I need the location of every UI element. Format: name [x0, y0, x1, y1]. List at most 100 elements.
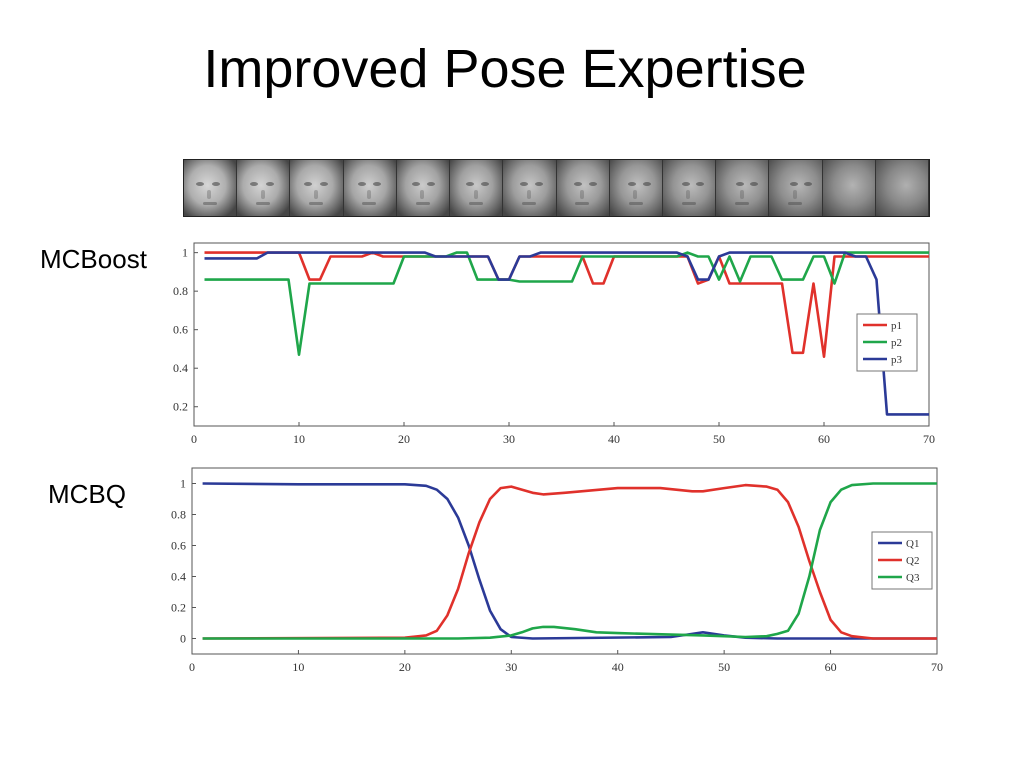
face-mouth: [468, 202, 483, 205]
face-eye: [750, 182, 759, 186]
y-tick-label: 1: [180, 477, 186, 491]
x-tick-label: 0: [189, 660, 195, 674]
face-eye: [790, 182, 799, 186]
face-nose: [526, 190, 531, 199]
face-mouth: [309, 202, 324, 205]
face-eye: [804, 182, 812, 186]
face-eye: [534, 182, 543, 186]
y-tick-label: 0.6: [171, 539, 186, 553]
face-eye: [250, 182, 259, 186]
face-eye: [481, 182, 490, 186]
face-thumbnail: [662, 160, 717, 216]
x-tick-label: 70: [931, 660, 943, 674]
mcboost-chart: 0 10 20 30 40 50 60 70 0.2 0.4 0.6 0.8 1 p1 p2 p3: [173, 242, 935, 446]
face-eye: [358, 182, 367, 186]
face-nose: [580, 190, 585, 199]
face-mouth: [788, 202, 803, 205]
face-nose: [686, 190, 691, 199]
legend-label-Q1: Q1: [906, 538, 919, 550]
x-tick-label: 50: [713, 432, 725, 446]
face-thumbnail: [237, 160, 291, 216]
y-tick-label: 0.8: [173, 284, 188, 298]
x-tick-label: 50: [718, 660, 730, 674]
legend-label-Q2: Q2: [906, 555, 919, 567]
face-thumbnail: [343, 160, 397, 216]
x-tick-label: 30: [503, 432, 515, 446]
x-tick-label: 0: [191, 432, 197, 446]
face-eye: [319, 182, 328, 186]
y-tick-label: 0.6: [173, 323, 188, 337]
face-nose: [633, 190, 638, 199]
series-line-p2: [204, 251, 929, 356]
mcbq-chart: 0 10 20 30 40 50 60 70 0 0.2 0.4 0.6 0.8 1 Q1 Q2 Q3: [171, 467, 943, 674]
face-thumbnail: [609, 160, 663, 216]
face-thumbnail: [450, 160, 504, 216]
y-tick-label: 0: [180, 632, 186, 646]
face-eye: [588, 182, 597, 186]
y-tick-label: 1: [182, 246, 188, 260]
face-eye: [628, 182, 637, 186]
y-tick-label: 0.2: [173, 400, 188, 414]
face-eye: [642, 182, 651, 186]
face-thumbnail: [556, 160, 610, 216]
face-mouth: [734, 202, 749, 205]
series-line-Q2: [202, 483, 937, 640]
face-thumbnail: [503, 160, 557, 216]
face-eye: [682, 182, 691, 186]
face-thumbnail: [184, 160, 238, 216]
face-thumbnail: [716, 160, 770, 216]
x-tick-label: 10: [292, 660, 304, 674]
y-tick-label: 0.8: [171, 508, 186, 522]
mcboost-plot-frame: [193, 242, 930, 427]
mcbq-plot-frame: [191, 467, 938, 655]
face-nose: [260, 190, 265, 199]
legend-label-p1: p1: [891, 320, 902, 332]
x-tick-label: 70: [923, 432, 935, 446]
face-mouth: [202, 202, 217, 205]
legend-label-Q3: Q3: [906, 572, 920, 584]
face-nose: [473, 190, 478, 199]
face-mouth: [522, 202, 537, 205]
panel-label-mcboost: MCBoost: [40, 244, 147, 274]
face-eye: [696, 182, 705, 186]
face-thumbnail: [822, 160, 876, 216]
panel-label-mcbq: MCBQ: [48, 479, 126, 509]
slide-title: Improved Pose Expertise: [203, 39, 807, 99]
legend-label-p3: p3: [891, 354, 903, 366]
face-mouth: [362, 202, 377, 205]
face-image-strip: [183, 159, 930, 217]
face-mouth: [681, 202, 696, 205]
series-line-p1: [204, 251, 929, 358]
y-tick-label: 0.4: [173, 361, 188, 375]
face-thumbnail: [290, 160, 344, 216]
face-thumbnail: [875, 160, 929, 216]
face-nose: [792, 190, 797, 199]
face-thumbnail: [396, 160, 451, 216]
face-nose: [207, 190, 212, 199]
face-mouth: [628, 202, 643, 205]
face-nose: [420, 190, 425, 199]
series-line-p3: [204, 251, 929, 416]
x-tick-label: 60: [818, 432, 830, 446]
face-eye: [427, 182, 436, 186]
series-line-Q3: [202, 482, 937, 640]
y-tick-label: 0.2: [171, 601, 186, 615]
face-eye: [373, 182, 382, 186]
face-thumbnail: [769, 160, 823, 216]
face-eye: [304, 182, 313, 186]
face-mouth: [256, 202, 271, 205]
x-tick-label: 40: [612, 660, 624, 674]
face-eye: [466, 182, 475, 186]
face-eye: [212, 182, 220, 186]
face-eye: [520, 182, 529, 186]
x-tick-label: 60: [825, 660, 837, 674]
x-tick-label: 10: [293, 432, 305, 446]
face-nose: [313, 190, 318, 199]
face-mouth: [575, 202, 590, 205]
face-eye: [736, 182, 745, 186]
face-eye: [265, 182, 274, 186]
x-tick-label: 20: [399, 660, 411, 674]
face-eye: [412, 182, 421, 186]
face-mouth: [415, 202, 430, 205]
